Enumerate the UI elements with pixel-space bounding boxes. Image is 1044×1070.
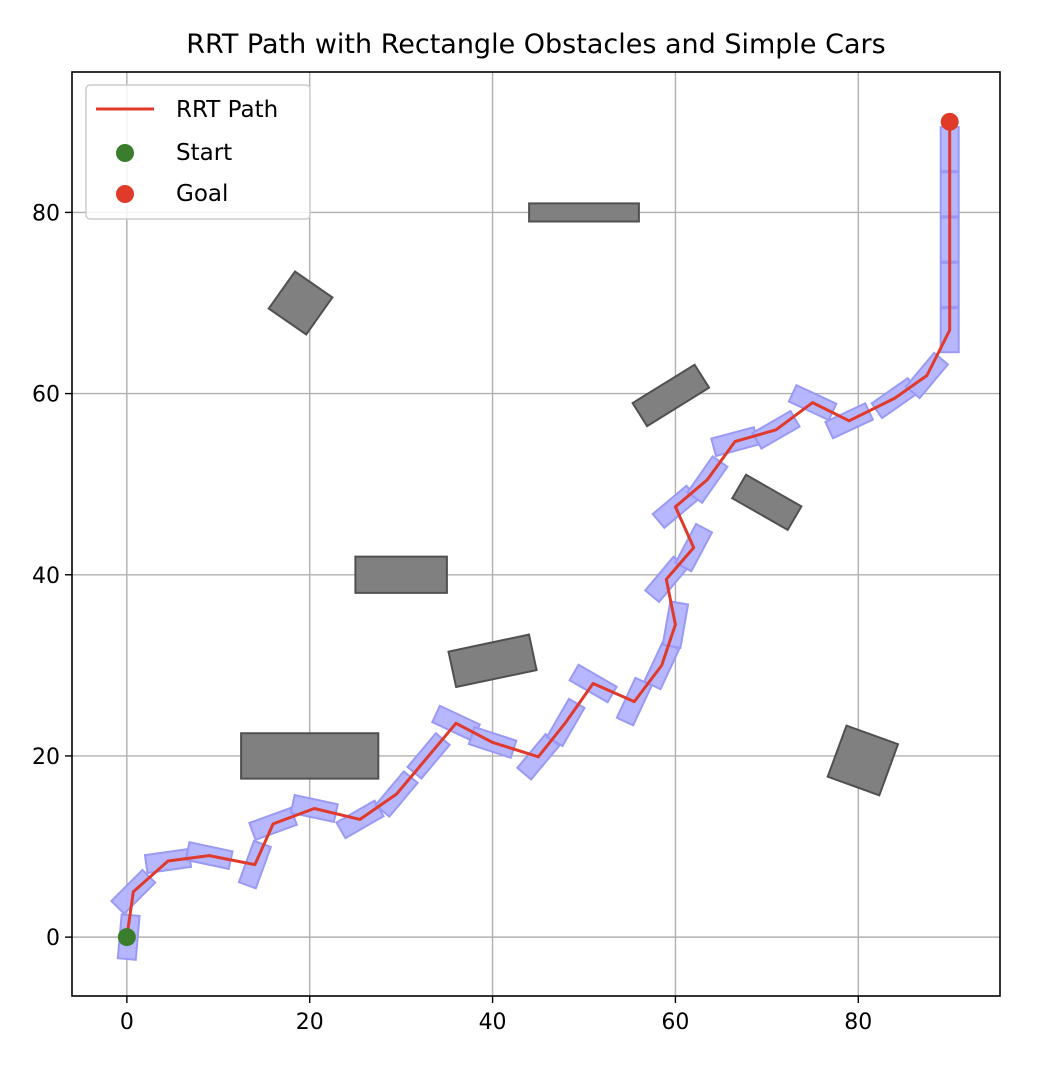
obstacle-2 xyxy=(528,202,640,223)
obstacles xyxy=(240,202,900,797)
obstacle-1 xyxy=(354,555,448,594)
legend-label-start: Start xyxy=(176,140,232,166)
x-tick-label: 40 xyxy=(479,1010,507,1035)
rrt-path xyxy=(125,121,952,938)
plot-frame xyxy=(71,71,1001,997)
x-tick-label: 60 xyxy=(661,1010,689,1035)
x-tick-label: 0 xyxy=(120,1010,134,1035)
y-tick-label: 80 xyxy=(32,201,60,226)
y-tick-label: 60 xyxy=(32,383,60,408)
obstacle-3 xyxy=(267,270,334,336)
obstacle-7 xyxy=(826,724,900,797)
legend-label-path: RRT Path xyxy=(176,97,278,123)
legend-start-swatch xyxy=(116,144,134,162)
goal-marker xyxy=(940,112,959,131)
rrt-path-line xyxy=(125,121,952,938)
obstacle-4 xyxy=(447,633,538,689)
markers xyxy=(117,112,959,947)
obstacle-5 xyxy=(631,363,711,428)
axis-ticks: 0 20 40 60 80 0 20 40 60 80 xyxy=(32,201,872,1035)
chart-title: RRT Path with Rectangle Obstacles and Si… xyxy=(186,29,885,60)
legend: RRT Path Start Goal xyxy=(85,84,311,220)
obstacle-6 xyxy=(730,473,803,532)
start-marker xyxy=(117,928,136,947)
legend-label-goal: Goal xyxy=(176,181,228,207)
y-tick-label: 20 xyxy=(32,745,60,770)
y-tick-label: 0 xyxy=(46,926,60,951)
x-tick-label: 20 xyxy=(296,1010,324,1035)
legend-goal-swatch xyxy=(116,185,134,203)
y-tick-label: 40 xyxy=(32,564,60,589)
obstacle-0 xyxy=(240,732,380,780)
legend-box xyxy=(85,84,311,220)
x-tick-label: 80 xyxy=(844,1010,872,1035)
